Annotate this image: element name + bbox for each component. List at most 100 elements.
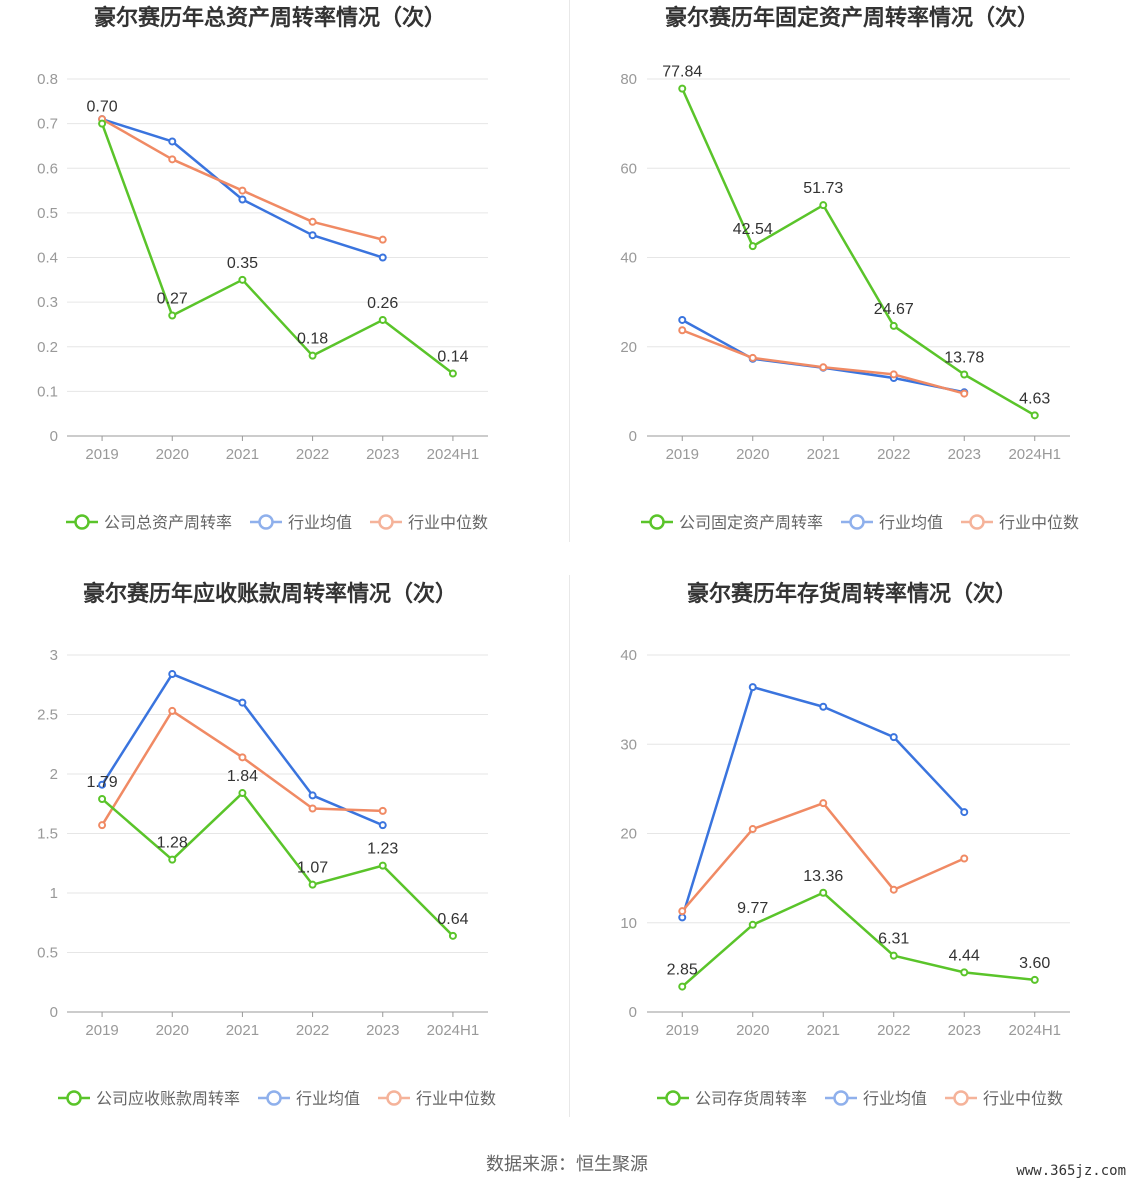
data-point-median <box>308 804 317 813</box>
data-point-company <box>678 84 687 93</box>
data-point-avg <box>960 808 969 817</box>
legend-swatch-marker <box>953 1090 969 1106</box>
chart-title: 豪尔赛历年总资产周转率情况（次） <box>94 5 446 30</box>
x-tick-label: 2023 <box>366 446 399 463</box>
data-label: 4.44 <box>949 947 980 964</box>
data-point-company <box>448 369 457 378</box>
data-point-avg <box>168 137 177 146</box>
chart-title: 豪尔赛历年固定资产周转率情况（次） <box>665 5 1039 30</box>
y-tick-label: 1 <box>50 885 58 902</box>
y-tick-label: 0.5 <box>37 205 58 222</box>
data-point-company <box>448 931 457 940</box>
data-label: 1.23 <box>367 841 398 858</box>
data-point-company <box>168 311 177 320</box>
y-tick-label: 30 <box>620 736 637 753</box>
data-point-median <box>308 217 317 226</box>
panel-divider-top <box>569 0 570 542</box>
x-tick-label: 2024H1 <box>1008 1022 1061 1039</box>
series-line-company <box>101 791 454 937</box>
data-label: 13.78 <box>944 350 984 367</box>
data-point-company <box>819 888 828 897</box>
series-line-company <box>100 123 454 375</box>
legend-swatch-marker <box>266 1090 282 1106</box>
legend-label: 行业中位数 <box>999 514 1079 532</box>
data-label: 3.60 <box>1019 955 1050 972</box>
data-point-median <box>819 799 828 808</box>
data-point-company <box>819 201 828 210</box>
chart-title: 豪尔赛历年应收账款周转率情况（次） <box>83 581 457 606</box>
y-tick-label: 60 <box>620 160 637 177</box>
x-tick-label: 2023 <box>366 1022 399 1039</box>
data-point-company <box>960 370 969 379</box>
x-tick-label: 2023 <box>948 446 981 463</box>
x-tick-label: 2019 <box>85 446 118 463</box>
y-tick-label: 2 <box>50 766 58 783</box>
data-point-company <box>378 861 387 870</box>
data-point-median <box>960 854 969 863</box>
data-point-company <box>238 789 247 798</box>
data-point-company <box>748 242 757 251</box>
legend-swatch-marker <box>258 514 274 530</box>
data-point-company <box>168 855 177 864</box>
data-point-median <box>378 235 387 244</box>
data-point-avg <box>98 780 107 789</box>
data-point-company <box>1030 975 1039 984</box>
y-tick-label: 0.6 <box>37 160 58 177</box>
data-point-company <box>748 920 757 929</box>
data-point-median <box>678 326 687 335</box>
series-line-median <box>101 118 384 241</box>
legend-swatch-marker <box>74 514 90 530</box>
y-tick-label: 0.4 <box>37 250 58 267</box>
data-label: 4.63 <box>1019 390 1050 407</box>
y-tick-label: 0.3 <box>37 294 58 311</box>
data-point-company <box>1030 411 1039 420</box>
data-point-median <box>168 155 177 164</box>
y-tick-label: 40 <box>620 647 637 664</box>
data-label: 0.27 <box>157 291 188 308</box>
data-label: 6.31 <box>878 931 909 948</box>
x-tick-label: 2020 <box>736 1022 769 1039</box>
data-point-company <box>238 275 247 284</box>
data-point-median <box>960 389 969 398</box>
legend-label: 公司应收账款周转率 <box>96 1089 240 1108</box>
data-label: 9.77 <box>737 900 768 917</box>
y-tick-label: 0 <box>629 1004 637 1021</box>
data-point-company <box>678 982 687 991</box>
data-label: 1.07 <box>297 860 328 877</box>
y-tick-label: 2.5 <box>37 707 58 724</box>
legend-swatch-marker <box>378 514 394 530</box>
y-tick-label: 0.2 <box>37 339 58 356</box>
panel-divider-bottom <box>569 575 570 1117</box>
x-tick-label: 2021 <box>226 446 259 463</box>
legend-swatch-marker <box>833 1090 849 1106</box>
legend-swatch-marker <box>849 514 865 530</box>
y-tick-label: 0.1 <box>37 383 58 400</box>
legend-label: 公司固定资产周转率 <box>679 514 823 532</box>
legend-swatch-marker <box>665 1090 681 1106</box>
data-point-avg <box>889 733 898 742</box>
x-tick-label: 2020 <box>156 1022 189 1039</box>
legend-label: 公司存货周转率 <box>695 1090 807 1108</box>
legend-label: 行业均值 <box>296 1090 360 1108</box>
y-tick-label: 80 <box>620 71 637 88</box>
data-point-median <box>238 753 247 762</box>
data-label: 2.85 <box>667 962 698 979</box>
data-point-median <box>748 353 757 362</box>
data-point-median <box>748 825 757 834</box>
data-label: 1.79 <box>87 774 118 791</box>
data-point-company <box>378 315 387 324</box>
watermark: www.365jz.com <box>1016 1163 1126 1179</box>
data-point-avg <box>238 195 247 204</box>
x-tick-label: 2022 <box>877 446 910 463</box>
data-point-avg <box>748 683 757 692</box>
data-point-median <box>889 885 898 894</box>
y-tick-label: 20 <box>620 339 637 356</box>
data-label: 77.84 <box>662 64 702 81</box>
data-point-median <box>378 806 387 815</box>
x-tick-label: 2021 <box>807 446 840 463</box>
data-point-company <box>889 951 898 960</box>
data-point-median <box>238 186 247 195</box>
series-line-avg <box>101 672 384 827</box>
x-tick-label: 2022 <box>296 1022 329 1039</box>
